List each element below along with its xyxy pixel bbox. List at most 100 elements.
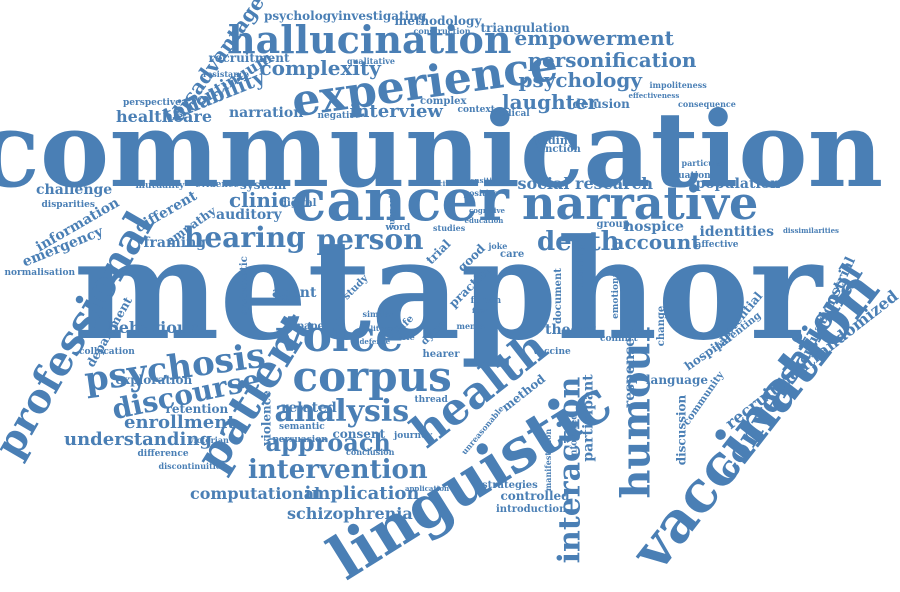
- word-complexity: complexity: [259, 56, 381, 80]
- word-challenge: challenge: [36, 182, 113, 198]
- word-education: education: [464, 215, 504, 225]
- word-introduction: introduction: [496, 504, 567, 515]
- word-psychologyinvestigating: psychologyinvestigating: [264, 9, 427, 23]
- word-persuasion: persuasion: [272, 434, 328, 445]
- word-emotional: emotional: [610, 267, 621, 319]
- word-literary: literary: [370, 323, 400, 333]
- word-conflict: conflict: [600, 333, 638, 344]
- word-controlled: controlled: [500, 489, 570, 503]
- word-clinical: clinical: [229, 188, 312, 212]
- word-psychology: psychology: [518, 68, 642, 92]
- word-theory: theory: [545, 322, 596, 338]
- word-victorian: victorian: [189, 435, 229, 445]
- word-context: context: [457, 104, 495, 115]
- word-running: running: [575, 244, 587, 290]
- word-digital: digital: [280, 198, 317, 209]
- word-perspective: perspective: [123, 97, 181, 108]
- word-retention: retention: [165, 402, 229, 416]
- word-manifestation: manifestation: [543, 428, 554, 492]
- word-delusion: delusion: [572, 97, 630, 111]
- word-particular: particular: [681, 158, 727, 168]
- word-qualitative: qualitative: [347, 56, 396, 66]
- word-dissimilarities: dissimilarities: [783, 225, 839, 235]
- word-methodology: methodology: [394, 14, 482, 28]
- word-account: account: [611, 230, 701, 254]
- word-defence: defence: [359, 336, 391, 346]
- word-change: change: [656, 305, 668, 347]
- word-application: application: [405, 483, 450, 493]
- word-journey: journey: [394, 430, 433, 441]
- word-identities: identities: [699, 224, 775, 240]
- word-normalisation: normalisation: [4, 267, 76, 278]
- word-corpus: corpus: [292, 352, 452, 401]
- word-similar: similar: [362, 309, 394, 319]
- word-framing: framing: [143, 235, 207, 251]
- word-exploration: exploration: [115, 373, 193, 387]
- word-hospice: hospice: [624, 219, 684, 235]
- word-auditory: auditory: [216, 207, 282, 223]
- word-systematic: systematic: [238, 256, 250, 316]
- word-triangulation: triangulation: [480, 21, 570, 35]
- word-informed: informed: [569, 412, 580, 460]
- word-affective: affective: [695, 239, 739, 250]
- word-care: care: [500, 249, 525, 260]
- word-resistance: resistance: [203, 69, 250, 79]
- word-mutuality: mutuality: [135, 180, 185, 191]
- word-impoliteness: impoliteness: [649, 80, 707, 90]
- word-hearer: hearer: [422, 349, 460, 360]
- word-mental: mental: [456, 321, 488, 331]
- word-recruitment: recruitment: [208, 51, 290, 65]
- word-communication: communication: [0, 88, 884, 211]
- word-agent: agent: [272, 285, 317, 301]
- word-response: response: [622, 337, 639, 409]
- word-language: language: [646, 373, 708, 387]
- word-construction: construction: [413, 26, 471, 36]
- word-laughter: laughter: [502, 90, 599, 114]
- word-paper: paper: [297, 321, 330, 332]
- word-participant: participant: [580, 374, 597, 462]
- word-complex: complex: [420, 96, 467, 107]
- word-situation: situation: [665, 170, 711, 181]
- word-joke: joke: [488, 241, 508, 251]
- word-forum: forum: [470, 295, 502, 306]
- word-group: group: [596, 219, 630, 230]
- word-understanding: understanding: [64, 429, 212, 450]
- word-strategies: strategies: [482, 480, 538, 491]
- word-related: related: [281, 400, 337, 416]
- word-interview: interview: [349, 101, 443, 122]
- word-narrative: narrative: [522, 176, 759, 230]
- word-function: function: [533, 144, 581, 155]
- word-analysis: analysis: [274, 394, 410, 429]
- word-cancer: cancer: [291, 166, 509, 234]
- word-computational: computational: [190, 484, 321, 503]
- word-word: word: [385, 222, 411, 233]
- word-disparities: disparities: [41, 199, 95, 210]
- word-discussion: discussion: [673, 394, 688, 466]
- word-positive: positive: [463, 188, 499, 198]
- word-cognitive: cognitive: [469, 205, 505, 215]
- word-sensitivity: sensitivity: [466, 175, 507, 185]
- word-behaviour: behaviour: [107, 318, 197, 337]
- word-thread: thread: [414, 394, 448, 405]
- word-intervention: intervention: [248, 455, 428, 485]
- word-narration: narration: [229, 105, 304, 121]
- word-evidence: evidence: [195, 179, 240, 190]
- word-healthcare: healthcare: [116, 107, 212, 126]
- word-role: role: [397, 332, 415, 342]
- word-empowerment: empowerment: [514, 26, 674, 50]
- word-system: system: [240, 178, 287, 192]
- word-collocation: collocation: [79, 346, 135, 357]
- word-approach: approach: [265, 428, 391, 457]
- word-semantic: semantic: [279, 421, 325, 432]
- word-person: person: [316, 223, 424, 256]
- word-consent: consent: [332, 427, 386, 441]
- word-discontinuities: discontinuities: [158, 461, 226, 471]
- word-population: population: [695, 176, 781, 192]
- word-effectiveness: effectiveness: [628, 90, 680, 100]
- word-vaccine: vaccine: [533, 346, 571, 357]
- word-violence: violence: [259, 390, 274, 446]
- word-voice: voice: [277, 311, 404, 362]
- word-vaccinate: vaccinate: [425, 178, 463, 188]
- word-document: document: [552, 268, 564, 324]
